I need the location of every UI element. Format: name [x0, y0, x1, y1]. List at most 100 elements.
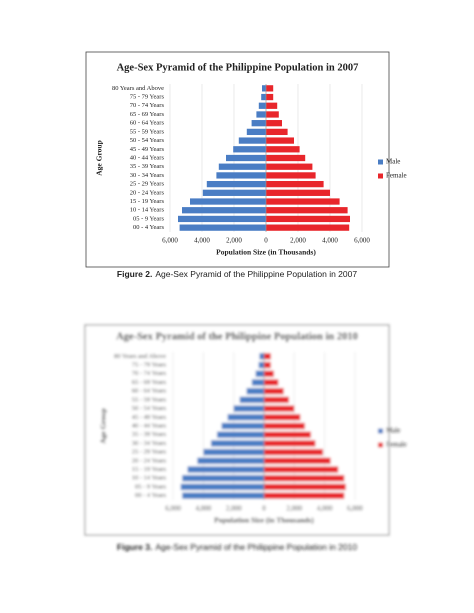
y-tick-label: 25 - 29 Years [130, 181, 165, 188]
y-tick-label: 50 - 54 Years [130, 137, 165, 144]
legend-label: Male [386, 158, 400, 166]
bar [264, 466, 339, 473]
bar [266, 93, 274, 101]
bar [266, 128, 288, 136]
bar [233, 146, 266, 153]
bar [266, 207, 348, 214]
bar [246, 128, 266, 136]
bar [266, 172, 316, 179]
y-tick-label: 65 - 69 Years [132, 379, 167, 386]
bar [180, 483, 264, 491]
bar [246, 388, 264, 395]
x-tick-label: 2,000 [226, 505, 242, 513]
chart: Age-Sex Pyramid of the Philippine Popula… [85, 51, 407, 268]
bar [221, 422, 264, 430]
bar [266, 146, 300, 153]
bar [255, 370, 264, 377]
bar [211, 440, 264, 447]
y-tick-label: 80 Years and Above [114, 353, 166, 360]
y-tick-label: 70 - 74 Years [132, 370, 167, 377]
bar [217, 431, 264, 438]
bar [197, 457, 264, 464]
y-tick-label: 10 - 14 Years [130, 207, 165, 214]
bar [264, 475, 345, 482]
bar [258, 102, 266, 109]
x-tick-label: 6,000 [354, 237, 370, 245]
y-tick-label: 75 - 79 Years [130, 94, 165, 101]
bar [259, 353, 264, 360]
x-tick-label: 6,000 [162, 237, 178, 245]
y-tick-label: 00 - 4 Years [135, 492, 167, 499]
bar [264, 414, 301, 421]
bar [206, 180, 266, 188]
y-axis-title: Age Group [99, 408, 108, 444]
y-tick-label: 45 - 49 Years [132, 414, 167, 421]
x-axis-title: Population Size (in Thousands) [216, 248, 316, 257]
bar [227, 414, 264, 421]
y-tick-label: 40 - 44 Years [130, 154, 165, 161]
bar [233, 405, 264, 412]
bar [264, 388, 284, 395]
legend-swatch [378, 173, 383, 179]
y-tick-label: 05 - 9 Years [135, 483, 167, 490]
x-tick-label: 4,000 [196, 505, 212, 513]
bar [182, 207, 266, 214]
y-tick-label: 30 - 34 Years [130, 172, 165, 179]
y-tick-label: 45 - 49 Years [130, 146, 165, 153]
legend-label: Female [386, 172, 407, 180]
chart-title: Age-Sex Pyramid of the Philippine Popula… [116, 331, 358, 342]
bar [190, 198, 266, 205]
caption-label: Figure 3. [117, 542, 152, 552]
y-tick-label: 65 - 69 Years [130, 111, 165, 118]
y-tick-label: 75 - 79 Years [132, 362, 167, 369]
bar [266, 154, 306, 162]
x-tick-label: 4,000 [317, 505, 333, 513]
x-tick-label: 6,000 [165, 505, 181, 513]
x-axis-title: Population Size (in Thousands) [214, 516, 314, 525]
y-tick-label: 60 - 64 Years [132, 388, 167, 395]
y-tick-label: 35 - 39 Years [130, 163, 165, 170]
bar [266, 198, 340, 205]
y-tick-label: 05 - 9 Years [133, 215, 165, 222]
bar [264, 405, 295, 412]
bar [251, 379, 264, 386]
x-tick-label: 2,000 [290, 237, 306, 245]
bar [266, 224, 350, 231]
y-tick-label: 55 - 59 Years [132, 396, 167, 403]
bar [266, 180, 324, 188]
bar [218, 163, 266, 170]
y-axis-title: Age Group [95, 140, 104, 176]
y-tick-label: 30 - 34 Years [132, 440, 167, 447]
y-tick-label: 80 Years and Above [112, 85, 164, 92]
bar [266, 189, 330, 196]
x-tick-label: 0 [264, 237, 268, 245]
figure-caption: Figure 3. Age-Sex Pyramid of the Philippi… [117, 542, 357, 552]
x-tick-label: 2,000 [226, 237, 242, 245]
y-tick-label: 70 - 74 Years [130, 102, 165, 109]
bar [226, 154, 266, 162]
bar [238, 137, 266, 144]
y-tick-label: 55 - 59 Years [130, 128, 165, 135]
bar [239, 396, 264, 404]
y-tick-label: 20 - 24 Years [130, 189, 165, 196]
bar [202, 189, 266, 196]
legend-swatch [378, 428, 383, 434]
bar [264, 353, 271, 360]
bar [264, 483, 346, 491]
x-tick-label: 2,000 [286, 505, 302, 513]
y-tick-label: 00 - 4 Years [133, 224, 165, 231]
bar [264, 379, 279, 386]
chart-frame [84, 324, 390, 536]
y-tick-label: 10 - 14 Years [132, 475, 167, 482]
y-tick-label: 60 - 64 Years [130, 120, 165, 127]
bar [203, 448, 264, 456]
y-tick-label: 50 - 54 Years [132, 405, 167, 412]
bar [266, 120, 282, 127]
x-tick-label: 6,000 [347, 505, 363, 513]
bar [266, 163, 313, 170]
bar [216, 172, 266, 179]
chart: Age-Sex Pyramid of the Philippine Popula… [84, 324, 407, 536]
legend-swatch [378, 159, 383, 165]
caption-label: Figure 2. [117, 269, 152, 279]
y-tick-label: 25 - 29 Years [132, 449, 167, 456]
